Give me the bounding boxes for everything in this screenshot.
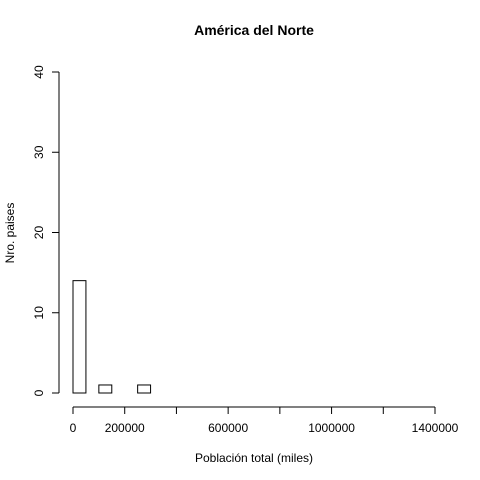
x-tick-label: 0 <box>70 421 77 435</box>
y-axis: 0 10 20 30 40 <box>32 65 60 396</box>
y-tick-label: 20 <box>32 226 46 240</box>
histogram-bar <box>72 280 87 394</box>
chart-title: América del Norte <box>194 22 314 38</box>
x-axis: 0 200000 600000 1000000 1400000 <box>70 406 459 435</box>
x-axis-label: Población total (miles) <box>195 451 313 465</box>
x-tick-label: 200000 <box>105 421 145 435</box>
y-axis-label: Nro. paises <box>3 203 17 264</box>
y-tick-label: 10 <box>32 306 46 320</box>
x-tick-label: 1000000 <box>308 421 355 435</box>
histogram-bar <box>98 384 113 394</box>
histogram-bar <box>137 384 152 394</box>
bars-group <box>72 280 152 394</box>
y-tick-label: 30 <box>32 145 46 159</box>
y-tick-label: 0 <box>32 389 46 396</box>
y-tick-label: 40 <box>32 65 46 79</box>
x-tick-label: 600000 <box>208 421 248 435</box>
x-tick-label: 1400000 <box>412 421 459 435</box>
